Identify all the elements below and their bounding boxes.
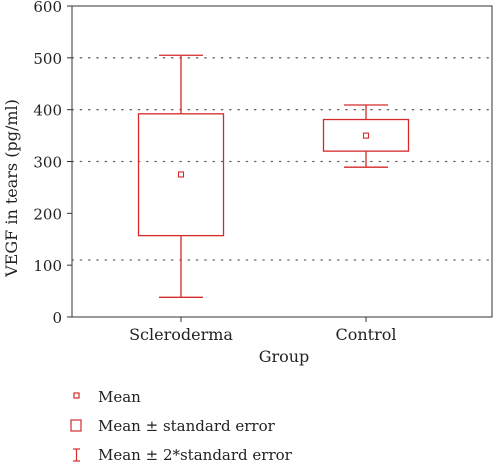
plot-boxes <box>137 54 410 298</box>
y-tick-label-3: 300 <box>33 154 62 172</box>
legend-label-two-standard-error: Mean ± 2*standard error <box>98 446 292 464</box>
y-tick-label-1: 100 <box>33 257 62 275</box>
error-bar-icon <box>73 448 80 462</box>
mean-marker-0 <box>177 171 185 178</box>
y-axis-ticks: 0 100 200 300 400 500 600 <box>33 0 72 327</box>
y-axis-label: VEGF in tears (pg/ml) <box>2 99 21 278</box>
legend: Mean Mean ± standard error Mean ± 2*stan… <box>70 384 490 471</box>
x-tick-label-1: Control <box>335 325 396 344</box>
y-tick-label-6: 600 <box>33 0 62 16</box>
y-tick-label-5: 500 <box>33 50 62 68</box>
y-tick-label-0: 0 <box>52 309 62 327</box>
gridlines <box>71 57 493 261</box>
x-axis-label: Group <box>259 347 310 366</box>
box-group-1 <box>322 104 410 168</box>
se-box-1 <box>322 118 410 152</box>
mean-marker-1 <box>362 132 370 139</box>
x-axis-ticks: Scleroderma Control <box>129 317 397 344</box>
standard-error-box-icon <box>70 419 82 432</box>
legend-label-standard-error: Mean ± standard error <box>98 417 275 435</box>
legend-item-two-standard-error: Mean ± 2*standard error <box>70 442 490 471</box>
mean-marker-icon <box>73 392 80 399</box>
box-group-0 <box>137 54 225 298</box>
x-tick-label-0: Scleroderma <box>129 325 233 344</box>
legend-item-standard-error: Mean ± standard error <box>70 413 490 442</box>
box-plot-chart: 0 100 200 300 400 500 600 Scleroderma Control V… <box>2 0 493 366</box>
legend-item-mean: Mean <box>70 384 490 413</box>
y-tick-label-4: 400 <box>33 102 62 120</box>
se-box-0 <box>137 113 225 237</box>
y-tick-label-2: 200 <box>33 205 62 223</box>
legend-label-mean: Mean <box>98 388 141 406</box>
